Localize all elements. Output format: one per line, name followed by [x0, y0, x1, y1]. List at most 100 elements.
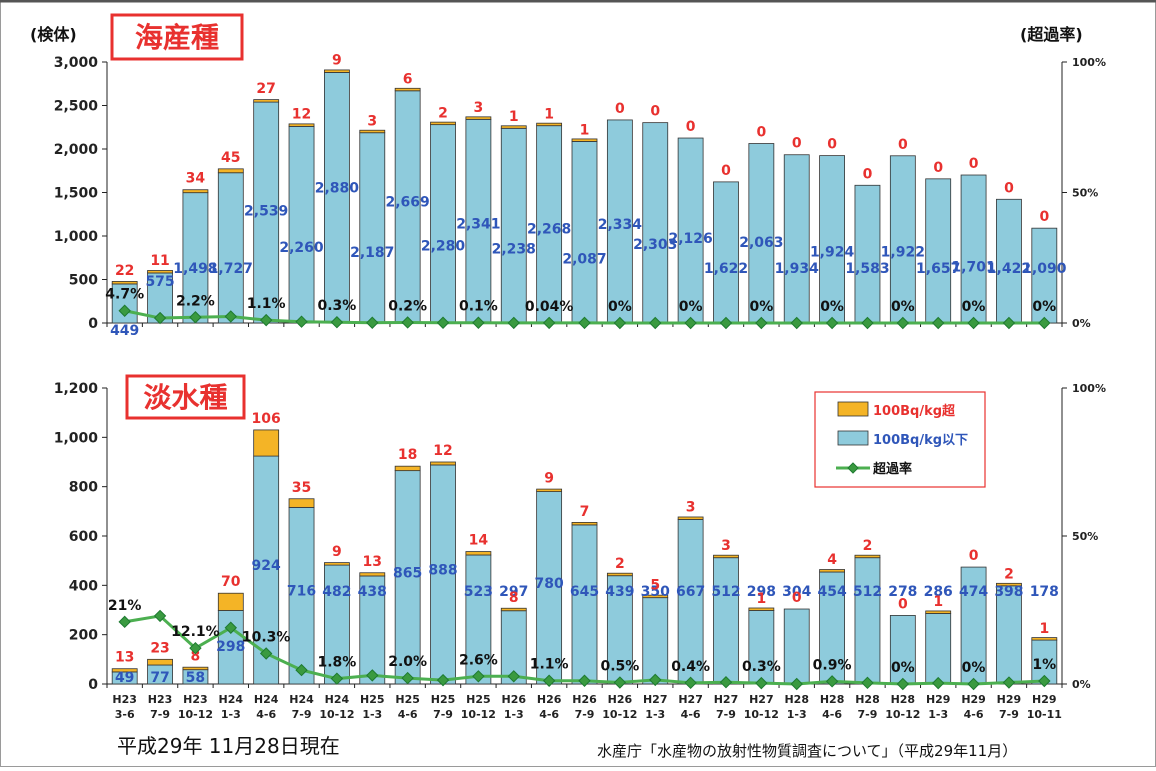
- panel1-bar-over: [571, 522, 598, 526]
- panel0-below-value-label: 1,922: [881, 245, 925, 261]
- panel0-rate-label: 0.3%: [317, 298, 356, 314]
- panel1-bar-over: [217, 592, 244, 611]
- panel1-bar-over: [677, 516, 704, 520]
- panel1-x-label-year: H29: [961, 693, 986, 706]
- panel1-x-label-year: H27: [714, 693, 739, 706]
- panel0-over-value-label: 6: [403, 71, 413, 87]
- panel0-rate-label: 0.1%: [459, 299, 498, 315]
- panel1-bar-below: [960, 566, 987, 685]
- panel1-x-label-months: 10-12: [319, 708, 354, 721]
- legend-label: 100Bq/kg以下: [873, 433, 968, 448]
- panel1-x-label-months: 1-3: [221, 708, 241, 721]
- panel0-over-value-label: 9: [332, 53, 342, 69]
- panel1-x-label-months: 7-9: [858, 708, 878, 721]
- panel1-rate-marker: [649, 673, 662, 687]
- legend-swatch: [837, 430, 869, 446]
- panel1-bar-below: [571, 524, 598, 685]
- panel0-bar-below: [359, 132, 386, 324]
- panel1-y-tick-label: 1,200: [54, 381, 99, 397]
- panel0-below-value-label: 1,701: [951, 259, 995, 275]
- panel0-rate-marker: [790, 316, 803, 330]
- panel0-y2label: (超過率): [1020, 25, 1083, 44]
- panel0-rate-marker: [224, 310, 238, 323]
- panel0-over-value-label: 1: [580, 122, 590, 138]
- panel1-x-label-year: H26: [608, 693, 633, 706]
- panel0-rate-marker: [189, 311, 202, 324]
- panel1-below-value-label: 398: [994, 584, 1023, 600]
- panel1-x-label-year: H24: [325, 693, 350, 706]
- panel1-x-label-year: H24: [219, 693, 244, 706]
- panel1-bar-over: [430, 461, 456, 466]
- panel1-rate-marker: [542, 674, 556, 687]
- panel1-bar-over: [996, 582, 1022, 587]
- panel1-over-value-label: 9: [332, 544, 342, 560]
- panel1-bar-below: [748, 610, 775, 685]
- panel0-over-value-label: 0: [686, 119, 696, 135]
- panel0-bar-below: [960, 174, 987, 324]
- panel0-over-value-label: 0: [933, 160, 943, 176]
- panel0-bar-below: [819, 155, 845, 324]
- panel1-x-label-year: H23: [112, 693, 137, 706]
- panel1-rate-label: 0.9%: [813, 657, 852, 673]
- panel0-y-tick-label: 1,500: [54, 186, 99, 202]
- panel1-bar-below: [996, 585, 1022, 685]
- panel1-x-label-year: H25: [360, 693, 385, 706]
- panel0-below-value-label: 1,924: [810, 244, 855, 260]
- panel0-rate-marker: [542, 316, 556, 330]
- panel1-below-value-label: 178: [1030, 584, 1059, 600]
- panel1-x-label-year: H24: [289, 693, 314, 706]
- panel0-bar-below: [324, 72, 350, 324]
- panel1-below-value-label: 278: [888, 584, 917, 600]
- panel0-rate-marker: [825, 316, 839, 330]
- panel0-bar-below: [889, 155, 916, 324]
- panel1-bar-below: [430, 464, 456, 685]
- panel0-y2-tick-label: 100%: [1072, 56, 1106, 69]
- panel1-bar-below: [677, 519, 704, 685]
- panel1-x-label-months: 10-12: [885, 708, 920, 721]
- panel0-bar-over: [147, 270, 173, 274]
- panel0-over-value-label: 0: [969, 156, 979, 172]
- panel1-bar-over: [465, 551, 492, 556]
- panel0-rate-label: 0%: [891, 299, 915, 315]
- panel1-over-value-label: 8: [191, 649, 201, 665]
- panel0-rate-marker: [719, 316, 733, 330]
- panel1-below-value-label: 49: [115, 670, 134, 686]
- panel1-x-label-year: H29: [997, 693, 1022, 706]
- panel1-x-label-year: H23: [183, 693, 208, 706]
- panel1-rate-label: 1.8%: [317, 655, 356, 671]
- panel0-over-value-label: 0: [792, 136, 802, 152]
- panel0-bar-over: [394, 87, 421, 92]
- panel0-over-value-label: 11: [150, 253, 169, 269]
- panel1-bar-over: [642, 594, 669, 599]
- panel0-rate-marker: [649, 316, 662, 330]
- panel1-below-value-label: 523: [464, 584, 493, 600]
- panel1-rate-marker: [259, 647, 273, 660]
- panel1-over-value-label: 70: [221, 574, 241, 590]
- panel0-y-tick-label: 500: [69, 273, 98, 289]
- panel1-x-label-year: H25: [466, 693, 491, 706]
- panel1-rate-marker: [578, 674, 591, 687]
- panel1-rate-marker: [825, 675, 839, 688]
- panel1-x-label-months: 4-6: [822, 708, 842, 721]
- panel1-rate-label: 1%: [1032, 657, 1056, 673]
- panel0-bar-below: [536, 125, 563, 324]
- panel1-bar-below: [854, 557, 881, 685]
- panel0-rate-marker: [861, 316, 874, 330]
- panel1-x-label-months: 10-12: [461, 708, 496, 721]
- panel0-bar-over: [111, 281, 138, 285]
- panel0-bar-over: [536, 122, 563, 127]
- panel0-bar-over: [430, 121, 456, 126]
- panel1-rate-marker: [755, 676, 768, 690]
- panel0-rate-marker: [967, 316, 980, 330]
- panel0-bar-below: [1031, 227, 1058, 324]
- panel0-below-value-label: 575: [145, 274, 174, 290]
- panel1-over-value-label: 8: [509, 590, 519, 606]
- panel0-bar-below: [925, 178, 952, 324]
- panel1-rate-label: 0%: [962, 660, 986, 676]
- panel1-below-value-label: 924: [252, 558, 281, 574]
- panel1-over-value-label: 1: [933, 594, 943, 610]
- panel0-over-value-label: 1: [544, 107, 554, 123]
- panel0-below-value-label: 2,303: [633, 237, 677, 253]
